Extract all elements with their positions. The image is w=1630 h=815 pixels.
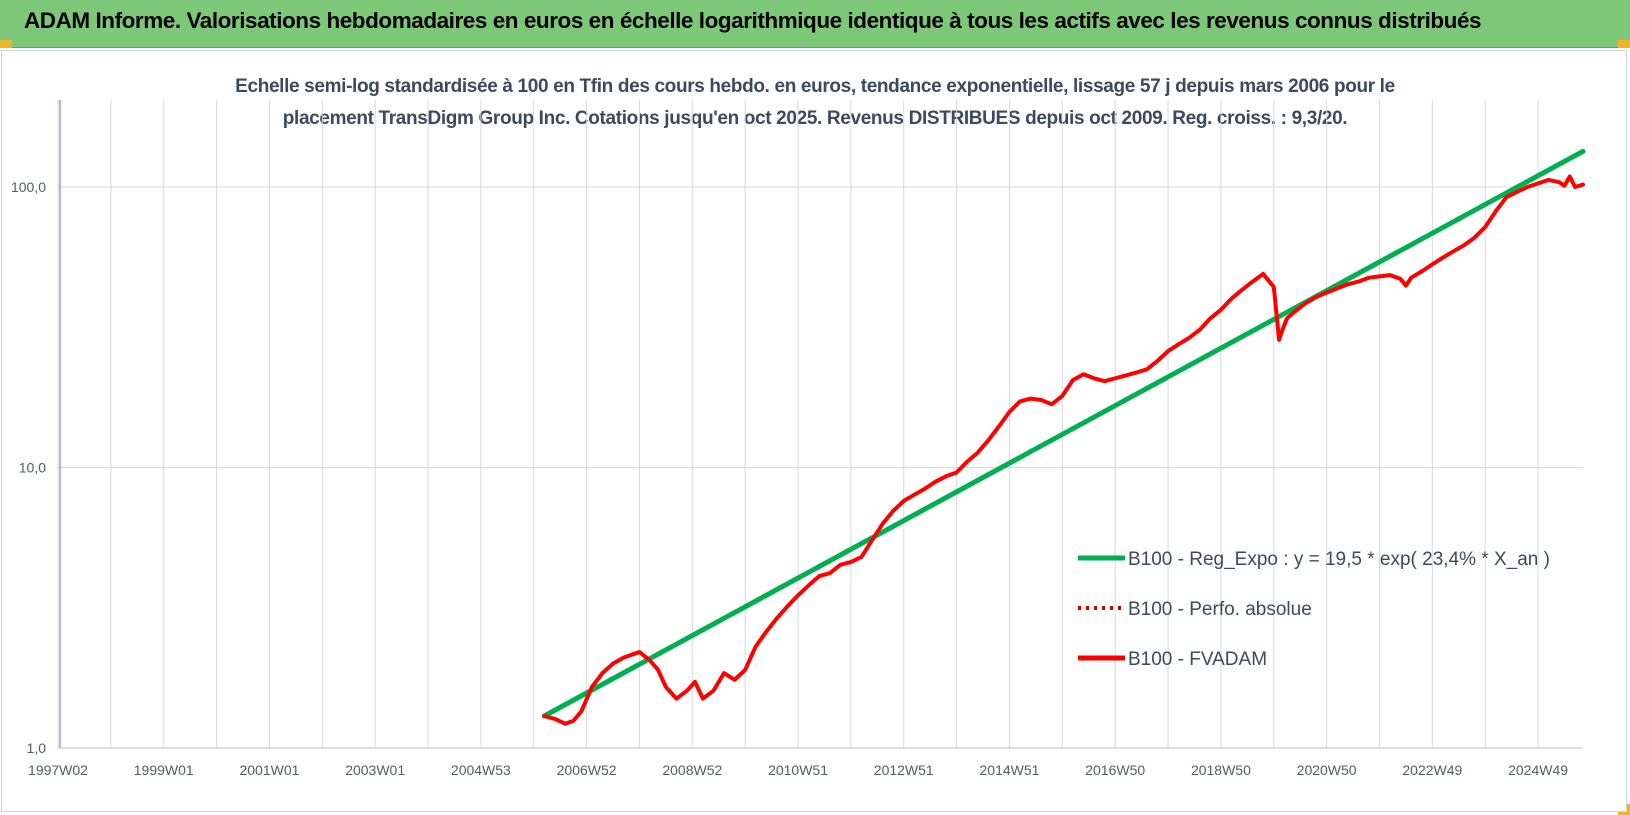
x-tick-label: 2010W51 [768, 762, 828, 778]
series-layer [541, 148, 1586, 726]
x-tick-label: 2022W49 [1402, 762, 1462, 778]
report-title: ADAM Informe. Valorisations hebdomadaire… [24, 8, 1482, 33]
x-tick-label: 2008W52 [662, 762, 722, 778]
corner-marker [1618, 40, 1630, 48]
x-tick-label: 1997W02 [28, 762, 88, 778]
x-tick-label: 2014W51 [980, 762, 1040, 778]
x-tick-label: 2006W52 [557, 762, 617, 778]
legend-label-regression-line: B100 - Reg_Expo : y = 19,5 * exp( 23,4% … [1128, 549, 1550, 570]
chart-area [1, 50, 1627, 812]
chart-title-line-1: Echelle semi-log standardisée à 100 en T… [235, 76, 1395, 97]
chart-title-line-2: placement TransDigm Group Inc. Cotations… [282, 108, 1348, 129]
axis-layer: 1,0 10,0 100,0 1997W02 1999W01 2001W01 2003W01… [11, 100, 1583, 778]
x-tick-label: 2004W53 [451, 762, 511, 778]
x-tick-label: 2018W50 [1191, 762, 1251, 778]
legend-label-perfo-absolue-line: B100 - Perfo. absolue [1128, 599, 1312, 620]
report-banner: ADAM Informe. Valorisations hebdomadaire… [0, 0, 1630, 48]
x-tick-label: 2024W49 [1508, 762, 1568, 778]
x-tick-label: 2016W50 [1085, 762, 1145, 778]
legend-label-fvadam-line: B100 - FVADAM [1128, 649, 1267, 670]
y-tick-label: 10,0 [19, 460, 46, 476]
fvadam-line [542, 174, 1585, 726]
x-tick-label: 2001W01 [239, 762, 299, 778]
regression-line [541, 148, 1586, 719]
chart-title: Echelle semi-log standardisée à 100 en T… [0, 71, 1630, 135]
legend: B100 - Reg_Expo : y = 19,5 * exp( 23,4% … [1078, 549, 1550, 670]
x-tick-label: 2003W01 [345, 762, 405, 778]
x-tick-label: 2012W51 [874, 762, 934, 778]
y-tick-label: 100,0 [11, 179, 46, 195]
x-tick-label: 2020W50 [1297, 762, 1357, 778]
corner-marker [0, 40, 12, 48]
y-tick-label: 1,0 [27, 740, 47, 756]
x-tick-label: 1999W01 [134, 762, 194, 778]
grid-layer [57, 100, 1583, 749]
